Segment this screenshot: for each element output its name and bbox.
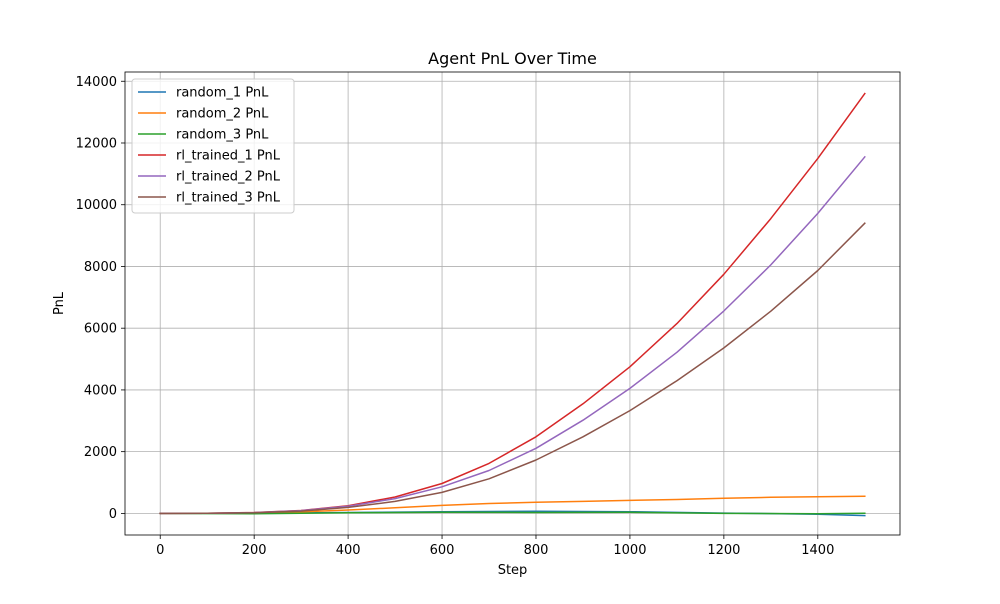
y-tick-label: 14000 — [76, 75, 117, 90]
chart-title: Agent PnL Over Time — [428, 49, 597, 68]
y-tick-label: 8000 — [84, 260, 117, 275]
legend-label: rl_trained_2 PnL — [176, 170, 281, 185]
x-tick-label: 200 — [242, 543, 267, 558]
legend-label: random_1 PnL — [176, 86, 269, 101]
legend-label: random_2 PnL — [176, 107, 269, 122]
x-axis-label: Step — [498, 563, 528, 578]
x-tick-label: 400 — [336, 543, 361, 558]
x-tick-label: 1400 — [801, 543, 834, 558]
y-axis-label: PnL — [52, 291, 67, 315]
y-tick-label: 4000 — [84, 383, 117, 398]
legend-label: rl_trained_3 PnL — [176, 191, 281, 206]
series-line-random_3-pnl — [159, 511, 866, 515]
grid-layer — [125, 72, 900, 535]
y-tick-label: 6000 — [84, 322, 117, 337]
plot-frame — [124, 71, 901, 536]
y-tick-label: 10000 — [76, 198, 117, 213]
legend-label: rl_trained_1 PnL — [176, 149, 281, 164]
legend-label: random_3 PnL — [176, 128, 269, 143]
x-tick-label: 1000 — [613, 543, 646, 558]
x-tick-label: 600 — [430, 543, 455, 558]
x-tick-label: 0 — [156, 543, 164, 558]
series-line-random_2-pnl — [159, 495, 866, 515]
x-tick-label: 1200 — [707, 543, 740, 558]
x-tick-label: 800 — [524, 543, 549, 558]
legend: random_1 PnL random_2 PnL random_3 PnL rl_t… — [131, 78, 295, 214]
tick-layer: 0 200 400 600 800 1000 1200 1400020004000600080… — [76, 75, 835, 558]
y-tick-label: 12000 — [76, 136, 117, 151]
y-tick-label: 2000 — [84, 445, 117, 460]
series-line-rl_trained_3-pnl — [159, 222, 866, 515]
y-tick-label: 0 — [109, 507, 117, 522]
legend-box — [131, 78, 295, 214]
series-layer — [159, 92, 866, 517]
